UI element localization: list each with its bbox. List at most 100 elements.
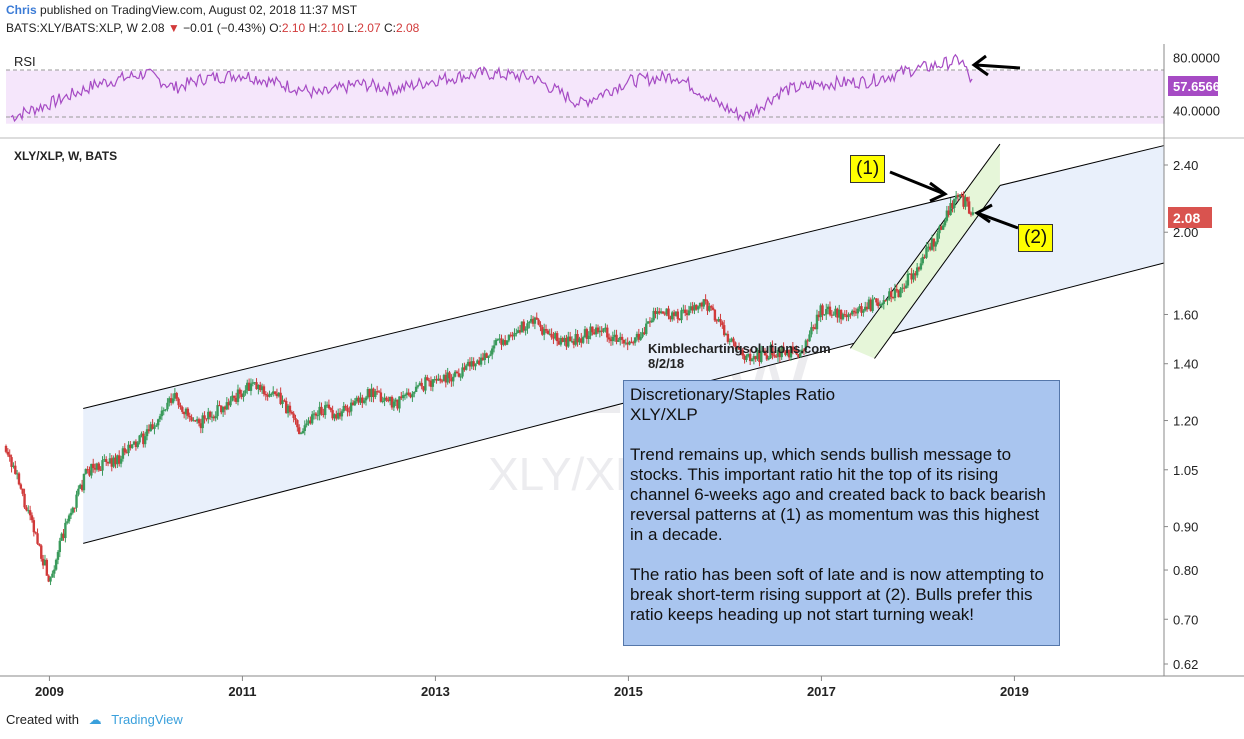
candle-body	[362, 400, 366, 403]
candle-body	[82, 473, 86, 491]
candle-body	[116, 455, 119, 465]
candle-body	[709, 306, 713, 308]
candle-body	[849, 314, 852, 316]
candle-body	[550, 333, 553, 338]
candle-body	[199, 423, 203, 429]
candle-body	[260, 386, 264, 391]
candle-body	[789, 346, 793, 358]
candle-body	[450, 378, 453, 382]
candle-body	[88, 470, 91, 476]
candle-body	[192, 420, 195, 422]
candle-body	[943, 220, 947, 226]
candle-body	[544, 329, 548, 331]
candle-body	[266, 395, 269, 397]
close-value: 2.08	[395, 21, 420, 35]
candle-body	[353, 401, 357, 406]
candle-body	[741, 350, 744, 356]
candle-body	[322, 413, 325, 416]
candle-body	[173, 393, 177, 399]
candle-body	[71, 507, 75, 513]
candle-body	[294, 418, 297, 421]
candle-body	[758, 350, 761, 363]
candle-body	[513, 333, 516, 337]
candle-body	[637, 333, 641, 340]
candle-body	[184, 408, 188, 415]
candle-body	[587, 335, 590, 339]
candle-body	[906, 273, 910, 286]
candle-body	[379, 392, 383, 402]
candle-body	[687, 310, 691, 316]
candle-body	[585, 329, 589, 339]
candle-body	[609, 339, 613, 342]
candle-body	[275, 393, 279, 397]
candle-body	[730, 338, 733, 341]
candle-body	[472, 361, 475, 367]
candle-body	[555, 333, 559, 342]
candle-body	[722, 325, 726, 336]
rsi-line	[10, 53, 973, 123]
candle-body	[53, 569, 56, 574]
candle-body	[615, 334, 618, 342]
candle-body	[949, 203, 952, 215]
candle-body	[279, 392, 282, 405]
candle-body	[773, 355, 776, 357]
candle-body	[246, 382, 249, 391]
author-link[interactable]: Chris	[6, 3, 37, 17]
candle-body	[632, 342, 635, 344]
candle-body	[563, 337, 566, 342]
candle-body	[394, 399, 397, 402]
candle-body	[810, 327, 813, 335]
candle-body	[804, 340, 808, 350]
candle-body	[795, 350, 798, 355]
candle-body	[411, 393, 414, 398]
candle-body	[676, 311, 679, 319]
candle-body	[387, 399, 390, 402]
candle-body	[190, 417, 193, 421]
time-tick-label: 2009	[35, 684, 64, 699]
candle-body	[682, 309, 685, 311]
candle-body	[832, 314, 835, 316]
candle-body	[734, 342, 737, 347]
candle-body	[238, 389, 242, 394]
candle-body	[964, 197, 967, 207]
candle-body	[171, 398, 175, 403]
candle-body	[80, 484, 84, 491]
callout-1-arrow-head	[929, 181, 948, 203]
candle-body	[223, 406, 227, 410]
candle-body	[435, 379, 438, 381]
candle-body	[21, 488, 24, 494]
candle-body	[236, 389, 240, 402]
candle-body	[400, 396, 403, 399]
candle-body	[366, 389, 370, 398]
candle-body	[30, 515, 34, 521]
candle-body	[858, 306, 861, 309]
footer-brand[interactable]: TradingView	[111, 712, 183, 727]
candle-body	[329, 408, 332, 411]
candle-body	[145, 429, 149, 437]
candle-body	[633, 337, 637, 343]
candle-body	[619, 336, 622, 341]
candle-body	[700, 302, 704, 307]
candle-body	[177, 398, 180, 406]
candle-body	[303, 425, 306, 431]
candle-body	[912, 273, 915, 280]
candle-body	[448, 372, 451, 379]
candle-body	[622, 339, 626, 344]
candle-body	[524, 328, 527, 331]
price-tick-label: 0.90	[1173, 520, 1198, 535]
rsi-axis-ticks: 80.0000 40.0000	[1173, 50, 1220, 118]
candle-body	[398, 396, 401, 409]
candle-body	[130, 444, 134, 448]
candle-body	[375, 391, 379, 393]
candle-body	[873, 298, 876, 300]
candle-body	[119, 458, 123, 464]
candle-body	[914, 273, 917, 276]
candle-body	[671, 312, 674, 320]
candle-body	[717, 319, 720, 321]
candle-body	[175, 393, 178, 399]
candle-body	[231, 395, 234, 401]
candle-body	[212, 416, 216, 419]
candle-body	[956, 195, 960, 198]
candle-body	[828, 306, 832, 315]
